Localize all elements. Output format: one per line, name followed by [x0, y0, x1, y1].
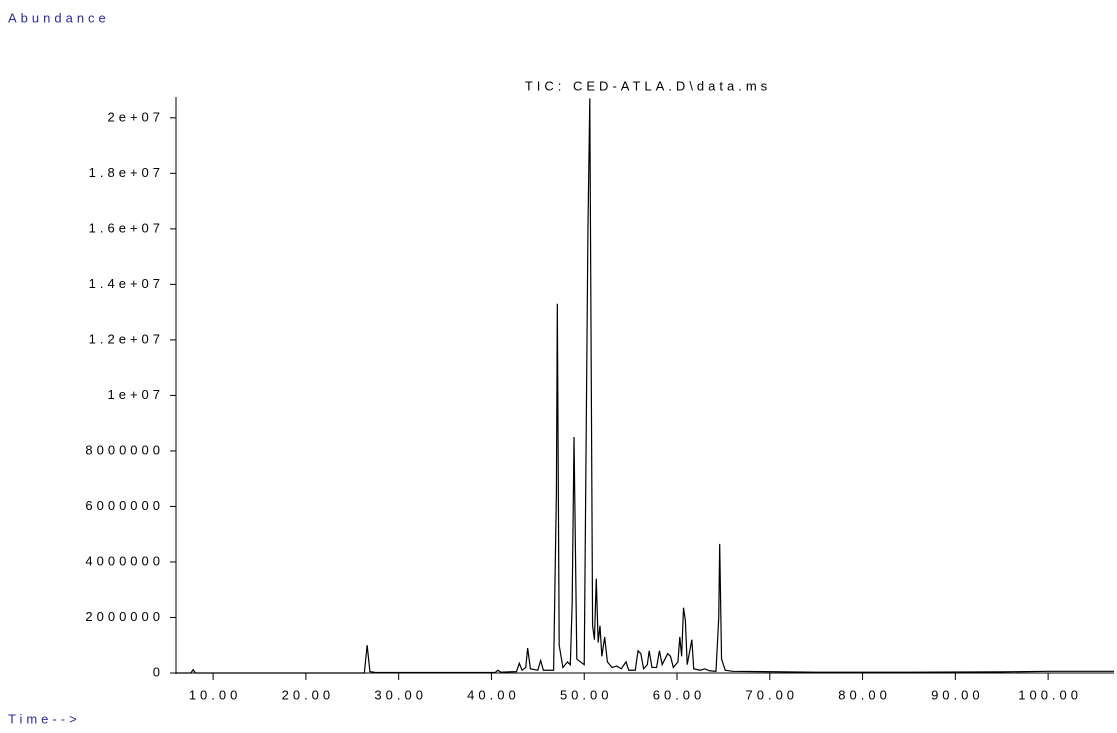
x-axis-label: Time--> — [8, 711, 81, 726]
chromatogram-line — [176, 98, 1114, 674]
x-tick-label: 20.00 — [282, 687, 335, 702]
y-tick-label: 1.8e+07 — [89, 165, 164, 180]
chart-title: TIC: CED-ATLA.D\data.ms — [525, 78, 771, 93]
x-tick-label: 50.00 — [560, 687, 613, 702]
x-tick-label: 10.00 — [189, 687, 242, 702]
y-tick-label: 0 — [153, 664, 164, 679]
y-tick-label: 2e+07 — [107, 109, 164, 124]
y-tick-label: 1.2e+07 — [89, 331, 164, 346]
y-tick-label: 2000000 — [85, 609, 164, 624]
x-tick-label: 80.00 — [838, 687, 891, 702]
x-tick-label: 60.00 — [653, 687, 706, 702]
y-tick-label: 1e+07 — [107, 387, 164, 402]
x-tick-label: 30.00 — [374, 687, 427, 702]
y-tick-label: 1.4e+07 — [89, 276, 164, 291]
x-tick-label: 70.00 — [746, 687, 799, 702]
y-axis-label: Abundance — [8, 10, 110, 25]
y-tick-label: 4000000 — [85, 553, 164, 568]
y-tick-label: 1.6e+07 — [89, 220, 164, 235]
y-tick-label: 8000000 — [85, 442, 164, 457]
y-tick-label: 6000000 — [85, 498, 164, 513]
x-tick-label: 40.00 — [467, 687, 520, 702]
x-tick-label: 90.00 — [931, 687, 984, 702]
x-tick-label: 100.00 — [1018, 687, 1082, 702]
